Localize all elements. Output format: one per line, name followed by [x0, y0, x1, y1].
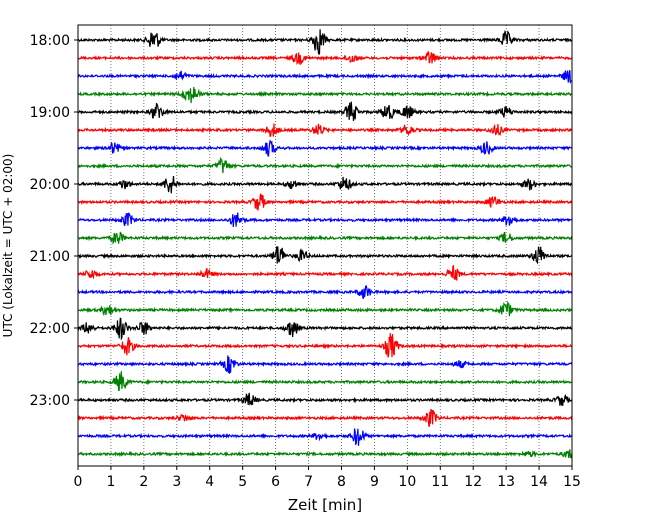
- y-axis-label: UTC (Lokalzeit = UTC + 02:00): [1, 154, 15, 338]
- trace-line: [77, 333, 573, 358]
- x-tick-label: 10: [398, 474, 416, 490]
- trace-line: [77, 317, 573, 341]
- trace-line: [77, 355, 573, 374]
- trace-line: [77, 29, 573, 55]
- x-tick-label: 15: [563, 474, 581, 490]
- x-tick-label: 2: [139, 474, 148, 490]
- y-tick-label: 21:00: [30, 249, 70, 265]
- x-tick-label: 14: [530, 474, 548, 490]
- x-tick-label: 13: [497, 474, 515, 490]
- x-tick-label: 8: [337, 474, 346, 490]
- trace-line: [77, 371, 573, 392]
- trace-line: [77, 212, 573, 228]
- y-tick-label: 19:00: [30, 105, 70, 121]
- trace-line: [77, 428, 573, 446]
- trace-line: [77, 50, 573, 66]
- y-tick-label: 20:00: [30, 177, 70, 193]
- trace-line: [77, 86, 573, 104]
- x-tick-label: 1: [106, 474, 115, 490]
- trace-line: [77, 300, 573, 317]
- trace-line: [77, 123, 573, 138]
- trace-line: [77, 139, 573, 157]
- x-tick-label: 5: [238, 474, 247, 490]
- trace-line: [77, 231, 573, 245]
- x-tick-label: 11: [431, 474, 449, 490]
- trace-group: [77, 29, 573, 459]
- plot-frame: [77, 24, 573, 467]
- trace-line: [77, 101, 573, 121]
- x-tick-label: 6: [271, 474, 280, 490]
- trace-line: [77, 193, 573, 211]
- trace-line: [77, 392, 573, 406]
- x-tick-label: 9: [370, 474, 379, 490]
- trace-line: [77, 284, 573, 299]
- x-tick-label: 12: [464, 474, 482, 490]
- x-tick-label: 3: [172, 474, 181, 490]
- trace-line: [77, 156, 573, 174]
- trace-line: [77, 70, 573, 85]
- x-tick-label: 0: [74, 474, 83, 490]
- y-axis-ticks: 18:00 19:00 20:00 21:00 22:00 23:00: [30, 33, 78, 409]
- trace-line: [77, 265, 573, 281]
- y-tick-label: 18:00: [30, 33, 70, 49]
- y-tick-label: 22:00: [30, 321, 70, 337]
- x-tick-label: 4: [205, 474, 214, 490]
- trace-line: [77, 175, 573, 194]
- trace-line: [77, 246, 573, 265]
- y-tick-label: 23:00: [30, 393, 70, 409]
- trace-line: [77, 449, 573, 459]
- x-axis-ticks: 0 1 2 3 4 5 6 7 8 9 10 11 12 13 14 15: [74, 466, 581, 490]
- x-axis-label: Zeit [min]: [288, 496, 362, 514]
- trace-line: [77, 408, 573, 428]
- x-tick-label: 7: [304, 474, 313, 490]
